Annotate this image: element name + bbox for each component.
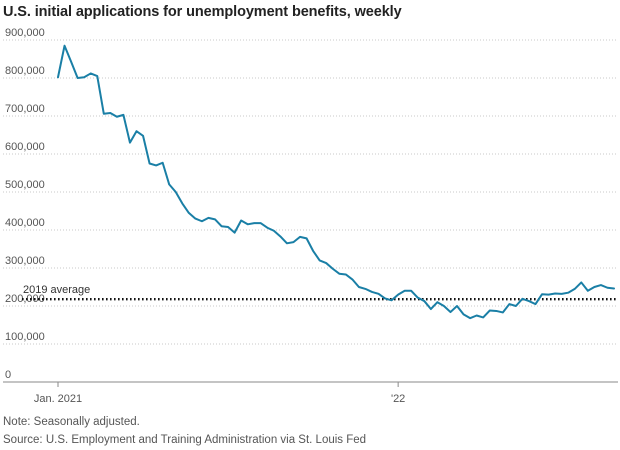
x-tick-label: Jan. 2021 <box>34 393 82 405</box>
chart-title: U.S. initial applications for unemployme… <box>3 4 402 20</box>
x-tick-label: '22 <box>391 393 405 405</box>
y-tick-label: 900,000 <box>5 27 45 39</box>
y-tick-label: 400,000 <box>5 217 45 229</box>
y-tick-label: 500,000 <box>5 179 45 191</box>
y-tick-label: 300,000 <box>5 255 45 267</box>
y-tick-label: 200,000 <box>5 293 45 305</box>
y-tick-label: 800,000 <box>5 65 45 77</box>
reference-line-group: 2019 average <box>22 284 616 301</box>
source-note: Source: U.S. Employment and Training Adm… <box>3 434 367 446</box>
y-axis-tick-labels: 0 100,000 200,000 300,000 400,000 500,000 600,… <box>5 27 45 381</box>
y-tick-label: 600,000 <box>5 141 45 153</box>
reference-line-label: 2019 average <box>23 284 90 296</box>
gridlines <box>3 39 618 383</box>
y-tick-label: 0 <box>5 369 11 381</box>
series-group <box>57 44 615 320</box>
y-tick-label: 700,000 <box>5 103 45 115</box>
y-tick-label: 100,000 <box>5 331 45 343</box>
footnote: Note: Seasonally adjusted. <box>3 416 140 428</box>
x-axis: Jan. 2021 '22 <box>34 382 405 405</box>
series-line-initial-claims <box>57 44 615 320</box>
